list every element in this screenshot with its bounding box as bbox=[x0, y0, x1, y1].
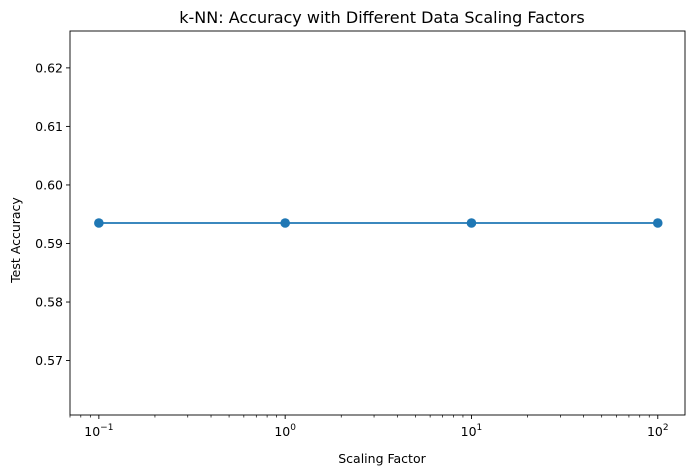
data-point bbox=[652, 218, 663, 228]
x-tick-label: 10−1 bbox=[84, 423, 113, 439]
x-tick-base: 10 bbox=[647, 424, 663, 439]
y-tick-label: 0.57 bbox=[35, 353, 63, 368]
x-tick-label: 101 bbox=[461, 423, 483, 439]
y-tick-label: 0.61 bbox=[35, 119, 63, 134]
data-point bbox=[466, 218, 477, 228]
x-axis-label: Scaling Factor bbox=[338, 451, 426, 466]
x-tick-exponent: 2 bbox=[663, 423, 669, 433]
chart-title: k-NN: Accuracy with Different Data Scali… bbox=[179, 8, 584, 27]
y-axis: 0.57 0.58 0.59 0.60 0.61 0.62 bbox=[35, 60, 70, 368]
y-tick-label: 0.60 bbox=[35, 177, 63, 192]
x-tick-exponent: 1 bbox=[477, 423, 483, 433]
x-tick-base: 10 bbox=[274, 424, 290, 439]
x-tick-label: 100 bbox=[274, 423, 296, 439]
data-point bbox=[280, 218, 290, 228]
x-tick-exponent: −1 bbox=[100, 423, 113, 433]
y-axis-label: Test Accuracy bbox=[8, 197, 23, 284]
plot-area bbox=[69, 30, 686, 416]
y-tick-label: 0.59 bbox=[35, 236, 63, 251]
data-point bbox=[94, 218, 104, 228]
x-tick-base: 10 bbox=[84, 424, 100, 439]
x-tick-base: 10 bbox=[461, 424, 477, 439]
series-layer bbox=[94, 218, 663, 228]
x-axis: 10−1 100 101 102 bbox=[69, 415, 669, 439]
x-tick-label: 102 bbox=[647, 423, 669, 439]
y-tick-label: 0.62 bbox=[35, 60, 63, 75]
y-tick-label: 0.58 bbox=[35, 295, 63, 310]
plot-frame bbox=[69, 30, 686, 416]
x-tick-exponent: 0 bbox=[290, 423, 296, 433]
